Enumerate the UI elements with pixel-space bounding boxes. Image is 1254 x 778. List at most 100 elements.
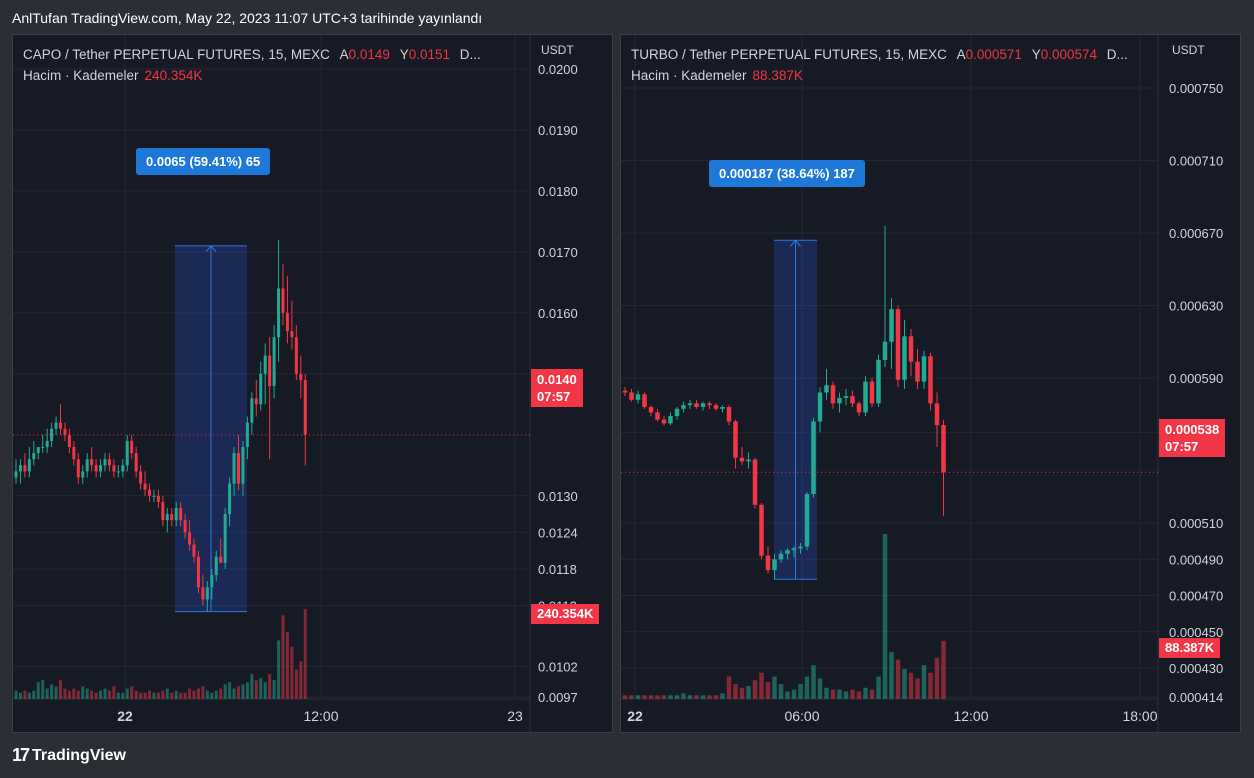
- volume-value: 88.387K: [752, 68, 803, 83]
- volume-bar: [81, 686, 85, 699]
- candle-body: [27, 459, 31, 472]
- volume-bar: [629, 695, 634, 699]
- volume-bar: [192, 690, 196, 699]
- candle-body: [720, 407, 725, 409]
- symbol-name[interactable]: TURBO / Tether PERPETUAL FUTURES, 15, ME…: [631, 47, 947, 62]
- symbol-name[interactable]: CAPO / Tether PERPETUAL FUTURES, 15, MEX…: [23, 47, 330, 62]
- volume-bar: [41, 680, 45, 699]
- volume-bar: [798, 684, 803, 699]
- price-tick-label: 0.000470: [1169, 589, 1223, 604]
- candle-body: [928, 356, 933, 404]
- volume-bar: [156, 692, 160, 699]
- volume-bar: [121, 692, 125, 699]
- volume-bar: [700, 695, 706, 699]
- candle-body: [116, 471, 120, 473]
- candle-body: [290, 331, 294, 338]
- price-tick-label: 0.000450: [1169, 625, 1223, 640]
- volume-label: Hacim · Kademeler: [23, 68, 139, 83]
- candle-body: [67, 434, 71, 448]
- volume-bar: [934, 657, 940, 699]
- volume-bar: [707, 695, 712, 699]
- volume-bar: [183, 692, 187, 699]
- high-value: 0.000574: [1040, 47, 1098, 62]
- volume-legend[interactable]: Hacim · Kademeler 88.387K: [631, 68, 803, 83]
- volume-bar: [165, 688, 169, 699]
- chart-panel-turbo[interactable]: 0.000750 0.000710 0.000670 0.000630 0.000590…: [620, 34, 1241, 733]
- candle-body: [707, 403, 712, 406]
- volume-bar: [941, 640, 946, 699]
- candle-body: [165, 514, 169, 521]
- volume-bar: [152, 692, 156, 699]
- candle-body: [130, 440, 134, 454]
- candle-body: [72, 447, 76, 460]
- volume-bar: [648, 695, 654, 699]
- volume-bar: [837, 689, 842, 699]
- currency-label: USDT: [541, 43, 574, 57]
- volume-bar: [188, 688, 192, 699]
- candle-body: [90, 459, 94, 466]
- high-label: Y: [399, 47, 409, 62]
- volume-bar: [850, 689, 855, 699]
- volume-bar: [902, 669, 907, 699]
- price-tick-label: 0.0130: [538, 489, 578, 504]
- volume-bar: [245, 682, 249, 699]
- candle-body: [241, 447, 245, 484]
- volume-bar: [889, 652, 894, 699]
- candle-body: [107, 459, 111, 466]
- candle-body: [934, 403, 940, 426]
- volume-bar: [921, 665, 927, 699]
- volume-bar: [299, 661, 303, 699]
- candle-body: [635, 394, 641, 400]
- candle-body: [668, 416, 673, 424]
- symbol-legend[interactable]: CAPO / Tether PERPETUAL FUTURES, 15, MEX…: [23, 47, 481, 62]
- candlestick-chart-turbo[interactable]: 0.000750 0.000710 0.000670 0.000630 0.000590…: [621, 35, 1241, 733]
- candle-body: [81, 471, 85, 478]
- candle-body: [250, 398, 254, 423]
- candle-body: [161, 501, 165, 521]
- candle-body: [843, 396, 849, 398]
- candle-body: [791, 548, 797, 551]
- volume-bar: [791, 689, 797, 699]
- volume-bar: [928, 672, 933, 699]
- candle-body: [245, 422, 249, 448]
- candle-body: [54, 422, 58, 429]
- candle-body: [674, 408, 680, 417]
- price-tick-label: 0.000750: [1169, 81, 1223, 96]
- candle-body: [23, 465, 27, 472]
- volume-bar: [824, 687, 829, 699]
- candle-body: [32, 453, 36, 460]
- volume-bar: [830, 689, 836, 699]
- candle-body: [18, 465, 22, 472]
- open-value: 0.000571: [965, 47, 1022, 62]
- volume-legend[interactable]: Hacim · Kademeler 240.354K: [23, 68, 202, 83]
- price-tick-label: 0.000630: [1169, 299, 1223, 314]
- volume-bar: [232, 688, 236, 699]
- candle-body: [908, 336, 914, 362]
- volume-bar: [228, 682, 232, 699]
- candle-body: [152, 495, 156, 497]
- candle-body: [41, 447, 45, 449]
- volume-bar: [254, 680, 258, 699]
- price-tick-label: 0.000510: [1169, 516, 1223, 531]
- candle-body: [259, 373, 263, 405]
- symbol-legend[interactable]: TURBO / Tether PERPETUAL FUTURES, 15, ME…: [631, 47, 1128, 62]
- volume-bar: [107, 690, 111, 699]
- volume-bar: [908, 672, 914, 699]
- candlestick-chart-capo[interactable]: 0.02000.01900.01800.01700.01600.01500.01…: [13, 35, 613, 733]
- candle-body: [156, 495, 160, 502]
- price-tick-label: 0.000490: [1169, 552, 1223, 567]
- candle-body: [14, 471, 18, 478]
- candle-body: [856, 403, 862, 413]
- volume-bar: [869, 689, 875, 699]
- volume-bar: [811, 665, 816, 699]
- chart-panel-capo[interactable]: 0.02000.01900.01800.01700.01600.01500.01…: [12, 34, 613, 733]
- candle-body: [876, 359, 881, 404]
- measure-label: 0.000187 (38.64%) 187: [709, 160, 865, 187]
- volume-bar: [915, 678, 920, 699]
- volume-bar: [116, 692, 120, 699]
- volume-bar: [196, 688, 200, 699]
- volume-bar: [281, 615, 285, 699]
- volume-bar: [214, 690, 218, 699]
- candle-body: [824, 385, 829, 393]
- tradingview-brand[interactable]: 17 TradingView: [12, 745, 126, 766]
